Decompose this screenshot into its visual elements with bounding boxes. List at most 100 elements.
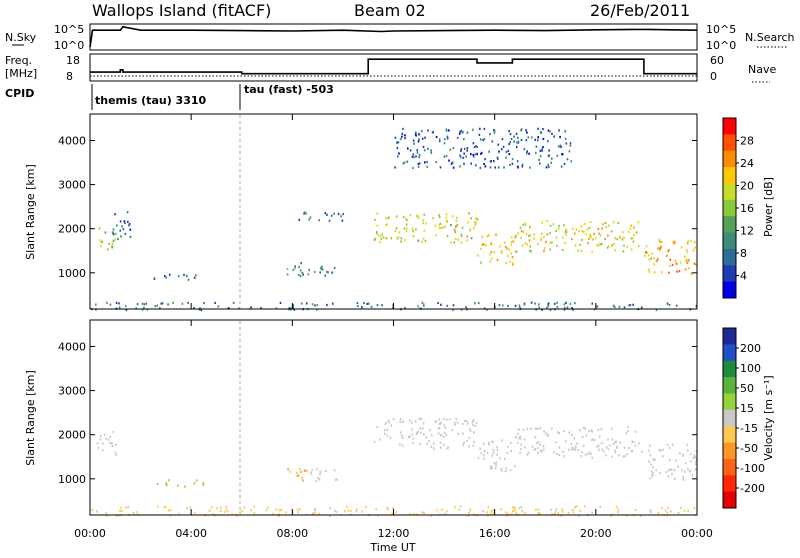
range-cell [483,137,486,140]
range-cell [357,305,359,308]
range-cell [141,302,144,305]
range-cell [481,235,483,238]
range-cell [493,462,496,465]
range-cell [272,512,274,515]
range-cell [501,469,503,472]
range-cell [589,233,592,236]
range-cell [625,432,628,435]
range-cell [404,306,406,310]
range-cell [463,138,465,141]
range-cell [560,165,563,168]
range-cell [648,460,650,463]
range-cell [250,306,252,309]
range-cell [474,153,477,156]
range-cell [95,303,97,306]
range-cell [119,220,122,223]
range-cell [275,508,278,511]
range-cell [689,469,692,472]
range-cell [540,237,542,240]
range-cell [117,237,119,240]
range-cell [465,306,467,309]
range-cell [377,234,380,237]
range-cell [471,421,474,424]
range-cell [438,226,441,229]
range-cell [551,132,553,135]
range-cell [569,141,572,145]
cpid-entry-0: themis (tau) 3310 [95,94,207,107]
range-cell [610,514,612,517]
range-cell [301,302,303,305]
range-cell [508,248,510,251]
range-cell [563,224,565,227]
range-cell [514,464,516,467]
range-cell [127,505,129,509]
range-cell [633,226,635,229]
range-cell [438,216,441,219]
range-cell [193,511,196,514]
range-cell [539,427,541,430]
range-cell [501,439,503,442]
range-cell [467,514,470,517]
range-cell [685,462,687,465]
range-cell [220,506,222,509]
range-cell [115,514,118,517]
range-cell [347,509,350,512]
range-cell [314,511,316,514]
range-cell [126,211,129,214]
range-cell [462,443,464,446]
range-cell [549,224,552,227]
range-cell [226,510,229,513]
range-cell [670,468,673,471]
range-cell [683,509,686,513]
range-cell [183,273,185,276]
range-cell [535,508,537,511]
range-cell [677,465,679,468]
range-cell [376,232,378,235]
range-cell [533,233,535,236]
range-cell [512,506,514,509]
range-cell [653,263,656,266]
range-cell [565,301,567,304]
range-cell [387,419,390,422]
range-cell [296,508,299,511]
range-cell [684,255,686,258]
range-cell [501,249,503,252]
nsearch-tick-high: 10^5 [706,23,736,36]
range-cell [314,270,316,274]
range-cell [415,155,417,158]
range-cell [644,254,646,257]
range-cell [368,302,370,305]
range-cell [341,219,344,222]
range-cell [423,304,425,307]
range-cell [597,444,600,447]
range-cell [596,445,598,448]
range-cell [516,141,518,144]
range-cell [456,223,459,226]
range-cell [668,304,671,307]
range-cell [112,431,115,434]
range-cell [538,303,540,306]
range-cell [417,162,420,166]
range-cell [650,463,652,466]
range-cell [396,147,399,150]
range-cell [628,447,630,450]
range-cell [452,304,455,307]
range-cell [496,448,499,451]
range-cell [553,135,555,138]
range-cell [523,148,526,151]
range-cell [216,507,218,510]
range-cell [483,454,485,457]
range-cell [376,212,379,215]
range-cell [543,430,545,433]
range-cell [479,166,482,170]
range-cell [480,152,482,155]
range-cell [548,165,550,168]
range-cell [504,469,507,473]
range-cell [690,272,693,275]
range-cell [400,240,402,243]
nsearch-tick-low: 10^0 [706,39,736,52]
range-cell [549,130,551,133]
range-cell [543,448,545,451]
freq-series-line [90,58,697,75]
